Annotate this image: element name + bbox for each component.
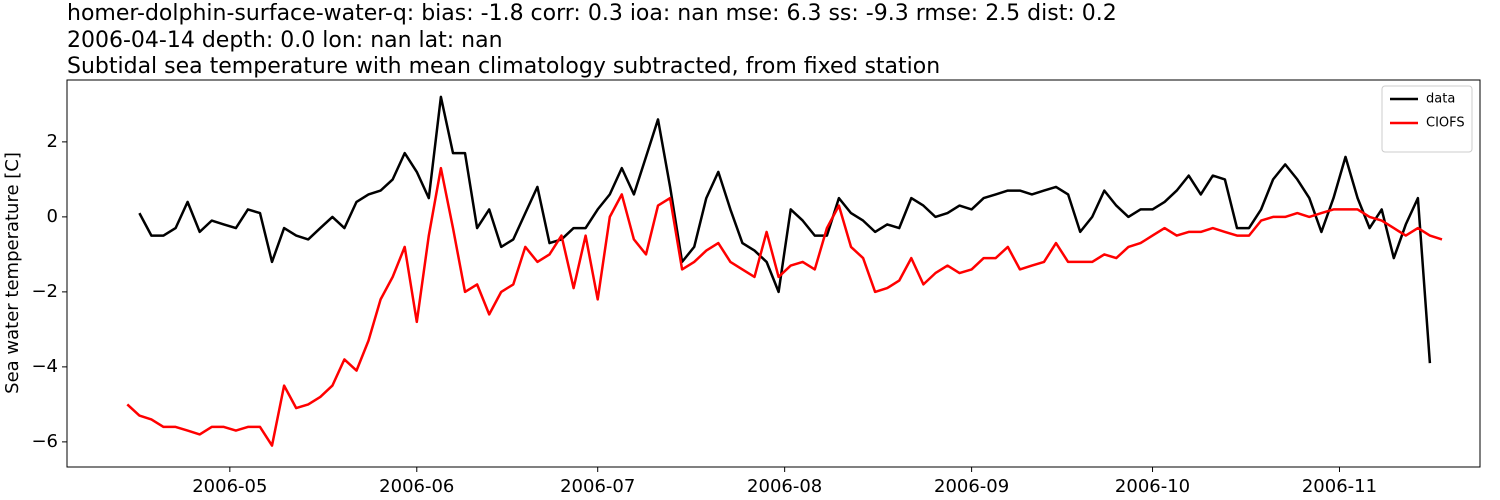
y-tick-label: −2 [31, 281, 58, 302]
x-tick-label: 2006-06 [379, 476, 454, 497]
x-tick-label: 2006-07 [560, 476, 635, 497]
chart-subtitle: Subtidal sea temperature with mean clima… [67, 54, 940, 79]
legend-box [1381, 85, 1473, 153]
y-tick-label: −4 [31, 356, 58, 377]
chart-subtitle: 2006-04-14 depth: 0.0 lon: nan lat: nan [67, 28, 503, 53]
y-tick-label: −6 [31, 431, 58, 452]
chart-title: homer-dolphin-surface-water-q: bias: -1.… [67, 1, 1117, 26]
data-line [138, 95, 1432, 364]
legend-label: CIOFS [1426, 116, 1465, 131]
y-tick-label: 2 [47, 131, 58, 152]
plot-frame [66, 79, 1481, 468]
x-tick-label: 2006-08 [747, 476, 822, 497]
data-line [126, 166, 1443, 447]
x-tick-label: 2006-05 [192, 476, 267, 497]
legend-label: data [1426, 92, 1455, 107]
y-tick-label: 0 [47, 206, 58, 227]
x-tick-label: 2006-09 [934, 476, 1009, 497]
x-tick-label: 2006-11 [1302, 476, 1377, 497]
y-axis-label: Sea water temperature [C] [2, 152, 23, 394]
x-tick-label: 2006-10 [1115, 476, 1190, 497]
